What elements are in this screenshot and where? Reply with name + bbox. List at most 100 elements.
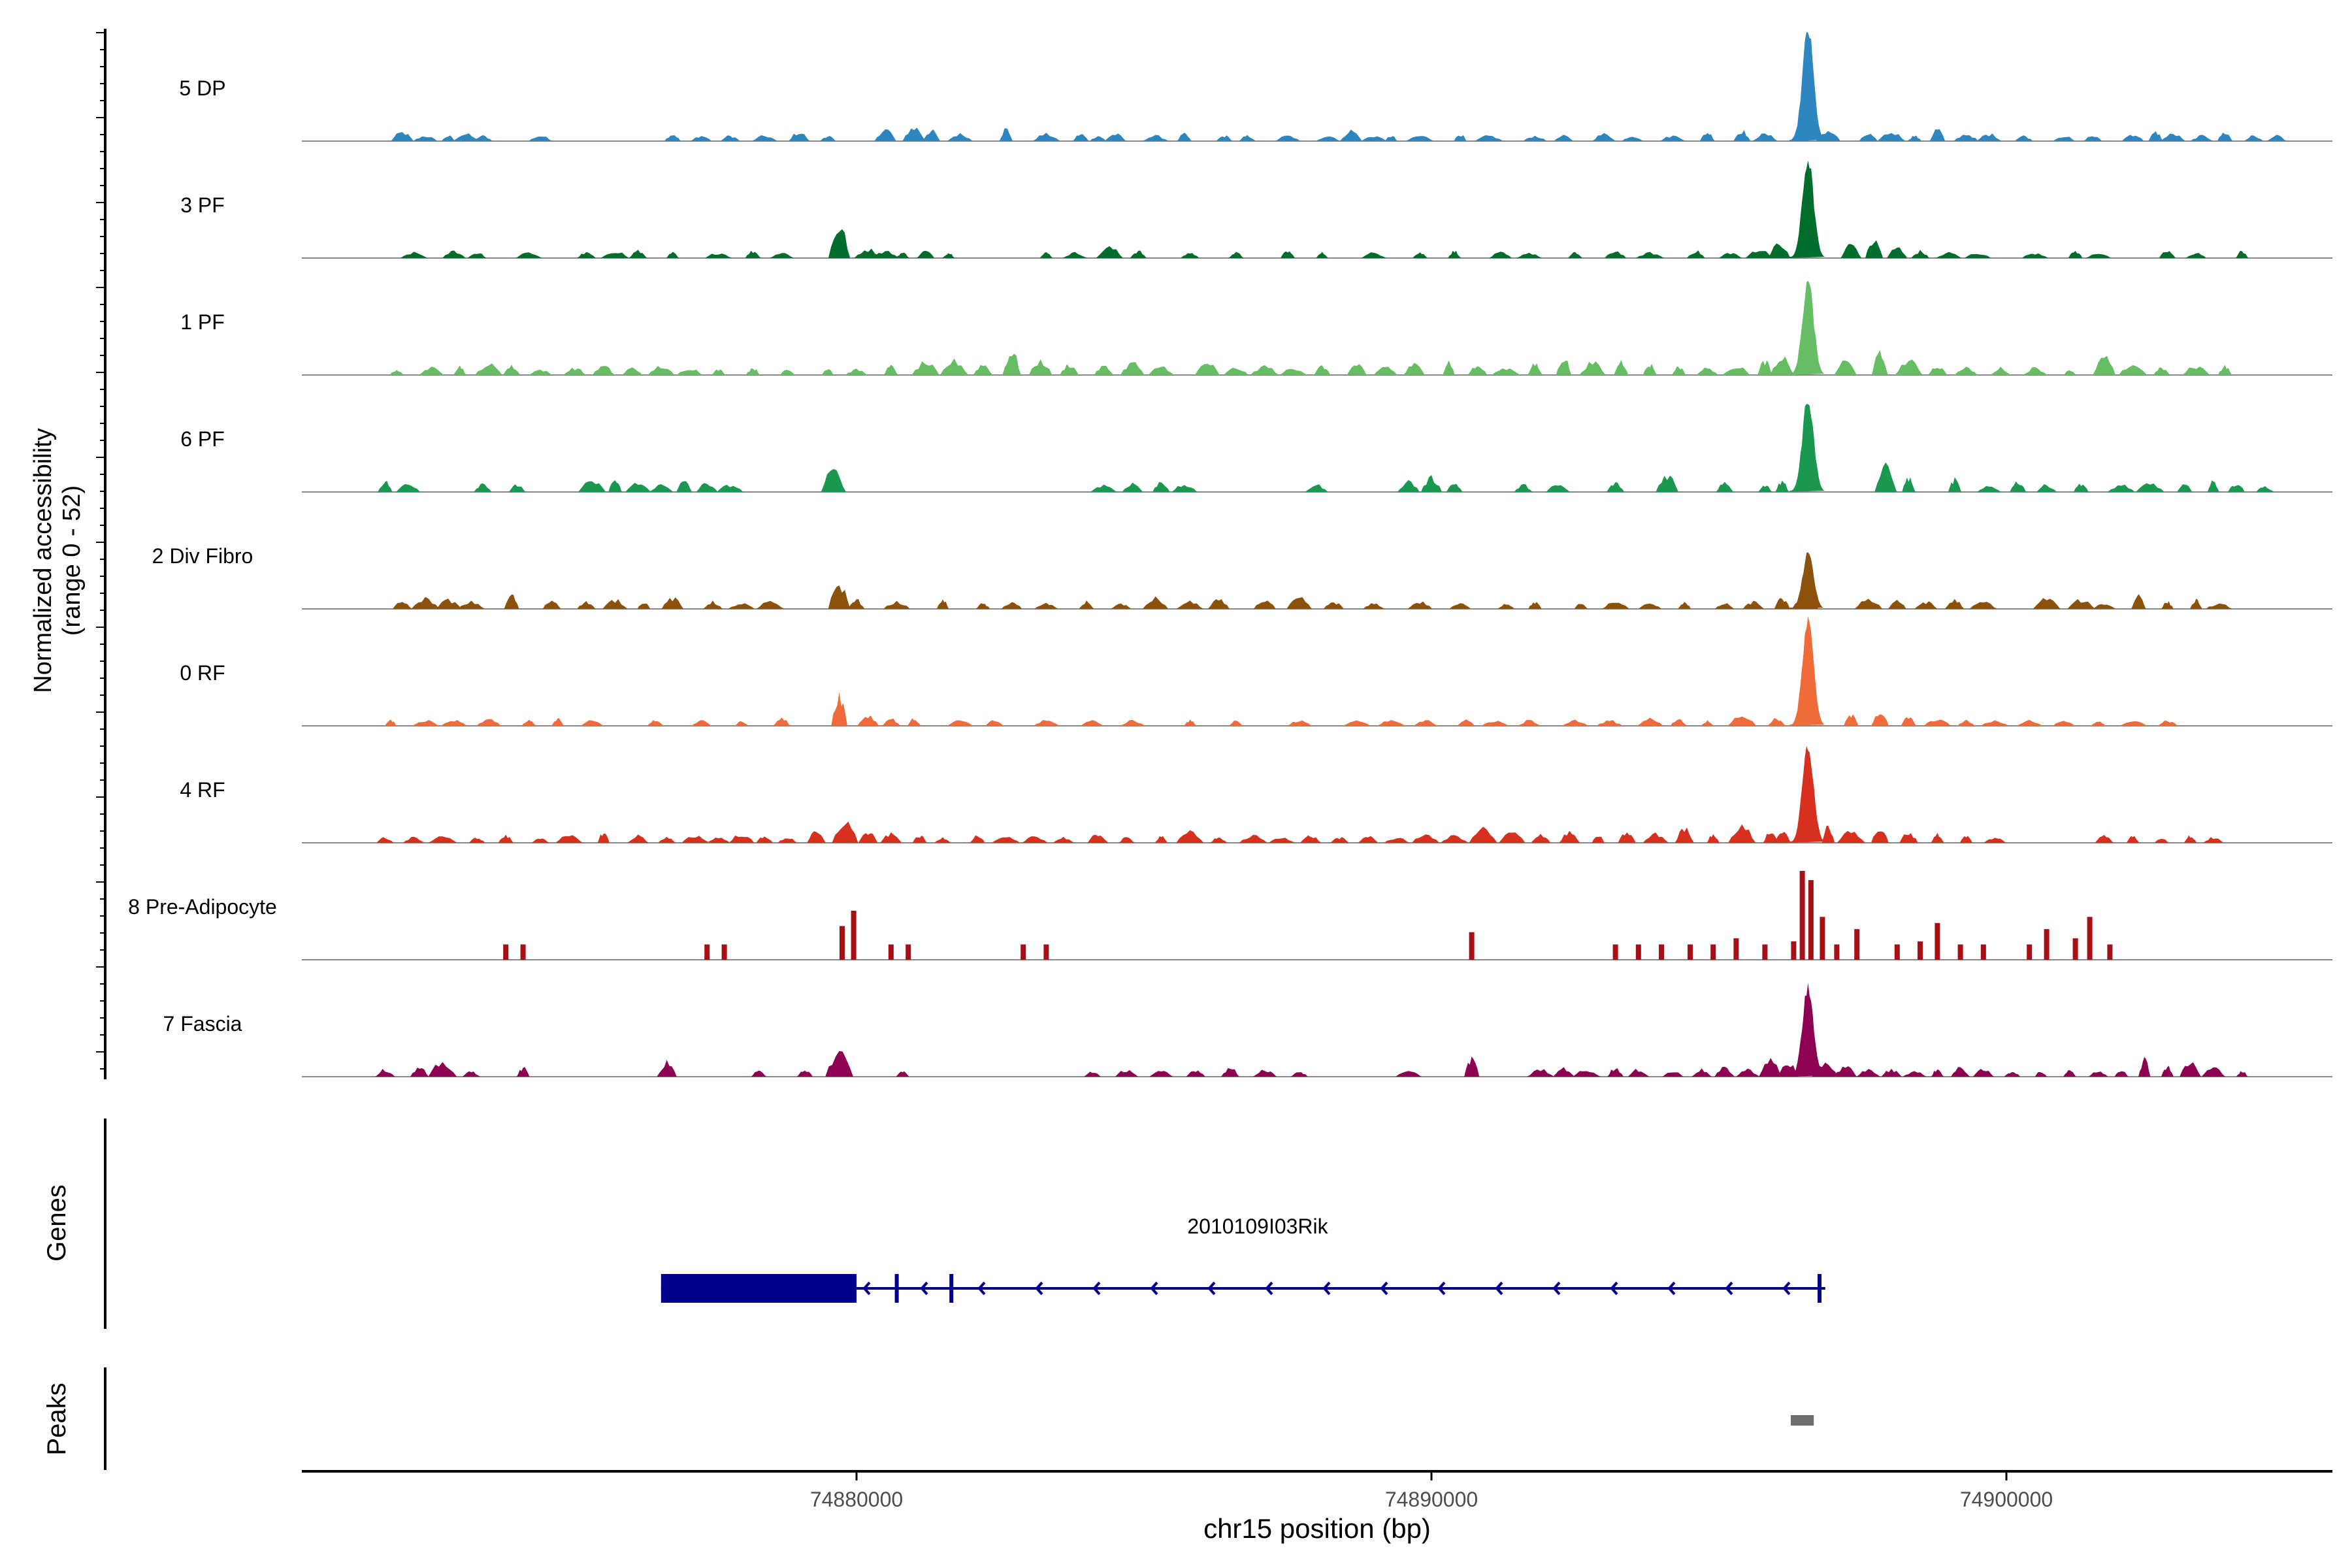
accessibility-peak [1637, 717, 1663, 726]
accessibility-peak [502, 365, 521, 375]
accessibility-peak [1081, 720, 1104, 726]
accessibility-peak [1142, 135, 1169, 141]
accessibility-peak [1687, 250, 1705, 258]
accessibility-bar [1043, 944, 1049, 960]
accessibility-peak [1622, 137, 1644, 141]
strand-arrow [1207, 1281, 1216, 1296]
accessibility-peak [896, 1071, 909, 1077]
accessibility-peak [1275, 135, 1301, 141]
accessibility-peak [1090, 136, 1107, 141]
accessibility-peak [1573, 1071, 1601, 1077]
accessibility-peak [1516, 252, 1542, 258]
strand-arrow [1667, 1281, 1676, 1296]
accessibility-peak [1592, 133, 1616, 141]
accessibility-peak [1911, 250, 1929, 258]
accessibility-peak [1094, 365, 1113, 375]
accessibility-peak [2185, 253, 2206, 258]
accessibility-peak [1186, 1070, 1205, 1077]
accessibility-peak [1443, 360, 1455, 375]
accessibility-peak [1696, 367, 1718, 375]
accessibility-peak [1735, 1068, 1760, 1077]
accessibility-peak [2083, 136, 2102, 141]
accessibility-peak [529, 136, 552, 141]
accessibility-peak [1053, 836, 1074, 843]
accessibility-peak [1177, 133, 1192, 141]
accessibility-peak [2201, 1067, 2226, 1077]
accessibility-peak [1448, 250, 1462, 258]
accessibility-peak [1062, 252, 1087, 258]
accessibility-peak [807, 831, 826, 843]
strand-arrow [1782, 1281, 1791, 1296]
accessibility-bar [1733, 938, 1739, 960]
peak-region-track [1791, 1415, 1814, 1426]
track-1-pf: 1 PF [180, 280, 2332, 376]
accessibility-peak [788, 133, 810, 141]
accessibility-peak [939, 358, 969, 375]
accessibility-peak [1518, 719, 1541, 726]
track-label: 7 Fascia [163, 1012, 242, 1036]
accessibility-peak [705, 253, 732, 258]
accessibility-bar [2044, 929, 2050, 960]
accessibility-peak [1464, 1056, 1480, 1077]
accessibility-peak [1396, 1071, 1422, 1077]
accessibility-peak [504, 595, 519, 609]
accessibility-peak [1412, 834, 1440, 843]
strand-arrow [1265, 1281, 1273, 1296]
accessibility-peak [691, 720, 711, 726]
accessibility-main-peak [1789, 280, 1827, 375]
accessibility-peak [1489, 252, 1512, 258]
accessibility-peak [469, 838, 485, 843]
accessibility-peak [1323, 602, 1344, 609]
accessibility-peak [720, 135, 740, 141]
accessibility-peak [1556, 361, 1572, 375]
accessibility-peak [625, 482, 651, 492]
accessibility-peak [1181, 253, 1200, 258]
accessibility-peak [622, 367, 643, 375]
accessibility-peak [1899, 833, 1918, 843]
accessibility-bar [1980, 944, 1986, 960]
accessibility-peak [467, 253, 487, 258]
accessibility-peak [848, 599, 865, 609]
accessibility-peak [1659, 135, 1686, 141]
accessibility-main-peak [1789, 404, 1827, 492]
accessibility-peak [578, 481, 606, 492]
accessibility-peak [647, 720, 664, 726]
accessibility-peak [410, 1068, 429, 1077]
accessibility-peak [796, 1070, 813, 1077]
accessibility-peak [1033, 720, 1060, 726]
accessibility-main-peak [1789, 160, 1827, 258]
strand-arrow [977, 1281, 986, 1296]
accessibility-peak [2148, 131, 2164, 141]
accessibility-peak [1707, 834, 1720, 843]
accessibility-peak [498, 834, 514, 843]
accessibility-peak [1757, 360, 1772, 375]
accessibility-bar [1791, 941, 1797, 960]
accessibility-peak [457, 600, 485, 609]
y-axis-label: Normalized accessibility [29, 428, 57, 693]
accessibility-peak [1250, 365, 1279, 375]
genes-panel-title: Genes [42, 1184, 71, 1262]
accessibility-bar [704, 944, 710, 960]
strand-arrow [862, 1281, 871, 1296]
accessibility-peak [1834, 360, 1857, 375]
accessibility-peak [717, 485, 743, 492]
accessibility-bar [1799, 871, 1805, 960]
accessibility-peak [1305, 484, 1328, 492]
x-axis-ticks: 74880000 74890000 74900000 [810, 1471, 2053, 1511]
accessibility-peak [1514, 484, 1533, 492]
accessibility-peak [881, 718, 901, 726]
accessibility-peak [1859, 133, 1878, 141]
accessibility-peak [1420, 475, 1443, 492]
accessibility-peak [1152, 482, 1170, 492]
accessibility-peak [1763, 833, 1778, 843]
accessibility-peak [441, 135, 455, 141]
accessibility-peak [509, 484, 526, 492]
accessibility-peak [1870, 714, 1889, 726]
accessibility-peak [597, 833, 610, 843]
accessibility-peak [751, 135, 777, 141]
accessibility-peak [1373, 367, 1397, 375]
accessibility-peak [947, 720, 973, 726]
accessibility-peak [400, 252, 427, 258]
accessibility-peak [2068, 250, 2083, 258]
accessibility-peak [1090, 484, 1117, 492]
